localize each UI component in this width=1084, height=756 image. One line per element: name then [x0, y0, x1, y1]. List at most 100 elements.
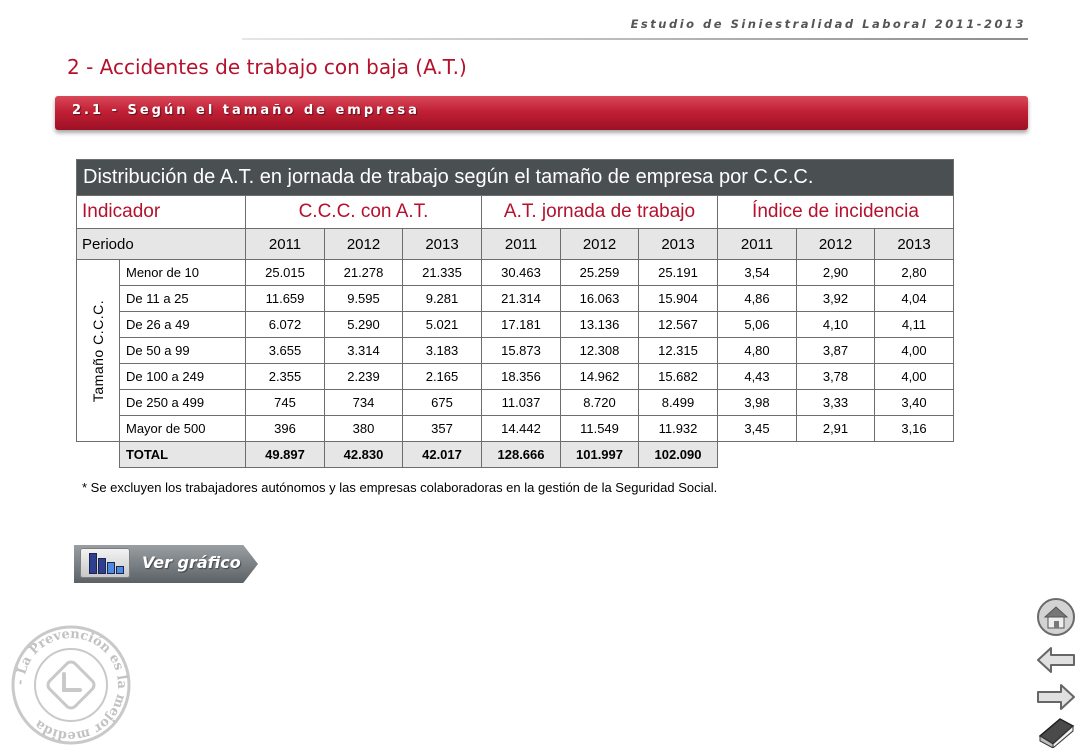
year-header: 2011	[245, 228, 325, 260]
table-cell: 11.037	[481, 389, 561, 416]
arrow-left-icon[interactable]	[1036, 645, 1076, 675]
table-cell: 17.181	[481, 311, 561, 338]
table-cell: 25.015	[245, 259, 325, 286]
table-cell: 9.281	[402, 285, 482, 312]
table-cell: 25.191	[638, 259, 718, 286]
table-cell: 2.165	[402, 363, 482, 390]
table-caption: Distribución de A.T. en jornada de traba…	[76, 159, 954, 196]
total-cell: 49.897	[245, 441, 325, 468]
table-cell: 4,10	[796, 311, 875, 338]
table-cell: 3,92	[796, 285, 875, 312]
table-cell: 6.072	[245, 311, 325, 338]
table-cell: 675	[402, 389, 482, 416]
table-cell: 30.463	[481, 259, 561, 286]
table-cell: 3,54	[717, 259, 797, 286]
year-header: 2012	[324, 228, 403, 260]
year-header: 2011	[717, 228, 797, 260]
table-cell: 734	[324, 389, 403, 416]
table-cell: 16.063	[560, 285, 639, 312]
table-cell: 2,80	[874, 259, 954, 286]
view-chart-button[interactable]: Ver gráfico	[74, 545, 258, 583]
document-title: Estudio de Siniestralidad Laboral 2011-2…	[630, 17, 1026, 31]
table-cell: 21.278	[324, 259, 403, 286]
subsection-banner: 2.1 - Según el tamaño de empresa	[55, 96, 1028, 130]
table-cell: 2.239	[324, 363, 403, 390]
table-cell: 2,90	[796, 259, 875, 286]
total-label: TOTAL	[119, 441, 246, 468]
total-cell: 102.090	[638, 441, 718, 468]
table-row: De 26 a 49 6.072 5.290 5.021 17.181 13.136 12.…	[77, 311, 954, 338]
table-cell: 3,40	[874, 389, 954, 416]
table-cell: 25.259	[560, 259, 639, 286]
table-cell: 3,33	[796, 389, 875, 416]
table-cell: 9.595	[324, 285, 403, 312]
table-cell: 5,06	[717, 311, 797, 338]
table-row: De 50 a 99 3.655 3.314 3.183 15.873 12.308 12.…	[77, 337, 954, 364]
arrow-right-icon[interactable]	[1036, 682, 1076, 712]
seal-stamp-icon: - La Prevención es la mejor medida	[11, 625, 131, 745]
table-cell: 21.314	[481, 285, 561, 312]
row-label: Menor de 10	[119, 259, 246, 286]
year-header: 2013	[402, 228, 482, 260]
table-cell: 11.549	[560, 415, 639, 442]
row-group-header: Tamaño C.C.C.	[76, 259, 120, 442]
bar-chart-icon	[80, 548, 130, 578]
year-header: 2011	[481, 228, 561, 260]
row-label: De 250 a 499	[119, 389, 246, 416]
table-cell: 357	[402, 415, 482, 442]
row-label: De 26 a 49	[119, 311, 246, 338]
table-cell: 11.932	[638, 415, 718, 442]
incidence-table: Distribución de A.T. en jornada de traba…	[76, 159, 954, 468]
table-cell: 3,45	[717, 415, 797, 442]
table-row: De 11 a 25 11.659 9.595 9.281 21.314 16.063 15…	[77, 285, 954, 312]
table-cell: 14.962	[560, 363, 639, 390]
table-cell: 4,86	[717, 285, 797, 312]
table-cell: 3,78	[796, 363, 875, 390]
subsection-title: 2.1 - Según el tamaño de empresa	[72, 103, 420, 118]
group-header: A.T. jornada de trabajo	[481, 195, 718, 229]
table-cell: 3,87	[796, 337, 875, 364]
table-cell: 380	[324, 415, 403, 442]
table-cell: 15.904	[638, 285, 718, 312]
table-cell: 8.720	[560, 389, 639, 416]
footnote: * Se excluyen los trabajadores autónomos…	[82, 480, 718, 495]
table-row: Mayor de 500 396 380 357 14.442 11.549 11.932 3…	[77, 415, 954, 442]
total-row: TOTAL 49.897 42.830 42.017 128.666 101.9…	[77, 441, 954, 468]
table-cell: 12.308	[560, 337, 639, 364]
view-chart-label: Ver gráfico	[142, 553, 241, 572]
table-row: De 250 a 499 745 734 675 11.037 8.720 8.499 3,9…	[77, 389, 954, 416]
year-header: 2012	[796, 228, 875, 260]
table-cell: 4,11	[874, 311, 954, 338]
table-cell: 15.682	[638, 363, 718, 390]
table-row: De 100 a 249 2.355 2.239 2.165 18.356 14.962 1…	[77, 363, 954, 390]
table-cell: 21.335	[402, 259, 482, 286]
table-cell: 4,80	[717, 337, 797, 364]
book-icon[interactable]	[1036, 714, 1076, 748]
table-cell: 18.356	[481, 363, 561, 390]
table-cell: 14.442	[481, 415, 561, 442]
table-cell: 3.183	[402, 337, 482, 364]
table-row: Tamaño C.C.C. Menor de 10 25.015 21.278 21.3…	[76, 259, 954, 442]
home-icon[interactable]	[1036, 596, 1076, 638]
period-header: Periodo	[76, 228, 246, 260]
row-label: De 100 a 249	[119, 363, 246, 390]
table-cell: 13.136	[560, 311, 639, 338]
total-cell: 42.017	[402, 441, 482, 468]
table-cell: 2.355	[245, 363, 325, 390]
total-cell: 128.666	[481, 441, 561, 468]
table-cell: 2,91	[796, 415, 875, 442]
table-cell: 745	[245, 389, 325, 416]
table-cell: 5.021	[402, 311, 482, 338]
group-header: C.C.C. con A.T.	[245, 195, 482, 229]
row-label: De 11 a 25	[119, 285, 246, 312]
row-label: Mayor de 500	[119, 415, 246, 442]
total-cell: 42.830	[324, 441, 403, 468]
table-cell: 396	[245, 415, 325, 442]
section-title: 2 - Accidentes de trabajo con baja (A.T.…	[67, 55, 467, 79]
group-header: Índice de incidencia	[717, 195, 954, 229]
year-header: 2012	[560, 228, 639, 260]
table-cell: 3,16	[874, 415, 954, 442]
table-cell: 8.499	[638, 389, 718, 416]
header-divider	[242, 38, 1028, 40]
table-cell: 3,98	[717, 389, 797, 416]
